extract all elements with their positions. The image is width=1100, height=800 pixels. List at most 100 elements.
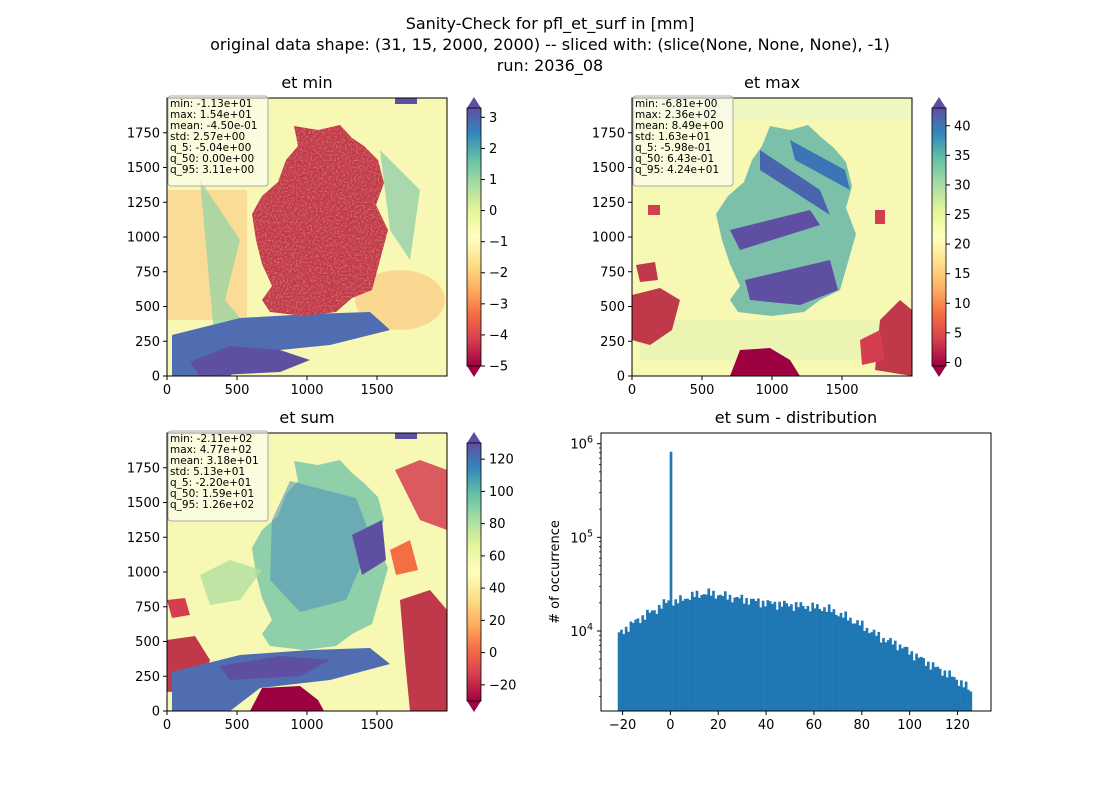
x-tick-label: 120: [945, 718, 970, 733]
histogram-bar: [969, 691, 973, 711]
histogram-bar: [825, 611, 829, 711]
x-tick-label: 0: [163, 718, 171, 733]
histogram-bar: [846, 620, 850, 711]
histogram-bar: [742, 603, 746, 711]
y-tick-label: 0: [152, 705, 160, 720]
histogram-bar: [853, 623, 857, 711]
histogram-bar: [676, 603, 680, 711]
histogram-bar: [903, 646, 907, 711]
histogram-bar: [617, 632, 621, 711]
histogram-bar: [912, 660, 916, 711]
colorbar-frame: [466, 107, 482, 367]
histogram-bar: [759, 607, 763, 711]
histogram-bar: [960, 680, 963, 711]
y-axis-label: # of occurrence: [548, 520, 563, 624]
histogram-bar: [690, 591, 694, 711]
panel-et-max: et max min: -6.81e+00 max: 2.36e+02 mean…: [592, 73, 971, 398]
plot-frame: [600, 432, 992, 712]
colorbar-tick-label: 15: [954, 267, 971, 282]
y-tick-label: 1500: [592, 161, 625, 176]
colorbar-tick-label: 80: [489, 517, 506, 532]
histogram-bar: [653, 610, 656, 711]
histogram-bar: [860, 620, 864, 711]
histogram-bar: [622, 634, 626, 711]
stat-max: max: 2.36e+02: [635, 109, 717, 121]
y-tick-label: 1250: [592, 196, 625, 211]
histogram-bar: [646, 609, 649, 711]
histogram-bar: [716, 595, 720, 711]
colorbar-tick-label: 2: [489, 142, 497, 157]
y-tick-label: 105: [570, 528, 593, 546]
stat-q95: q_95: 1.26e+02: [170, 499, 254, 511]
histogram-bar: [731, 602, 734, 711]
y-tick-label: 1500: [127, 161, 160, 176]
x-tick-label: 40: [758, 718, 775, 733]
histogram-bar: [749, 598, 753, 711]
histogram-bar: [820, 610, 824, 711]
histogram-bar: [719, 594, 722, 711]
x-tick-label: 500: [690, 383, 715, 398]
histogram-bar: [884, 642, 888, 711]
stat-q50: q_50: 1.59e+01: [170, 488, 254, 500]
stats-box: min: -2.11e+02 max: 4.77e+02 mean: 3.18e…: [167, 430, 269, 522]
y-tick-label: 1000: [127, 566, 160, 581]
histogram-bar: [886, 640, 890, 711]
colorbar-tick-label: 100: [489, 485, 514, 500]
histogram-bar: [714, 598, 718, 711]
stat-q95: q_95: 4.24e+01: [635, 164, 719, 176]
histogram-bar: [655, 613, 659, 711]
colorbar: [467, 432, 481, 712]
histogram-bar: [693, 597, 696, 711]
histogram-bar: [797, 607, 800, 711]
histogram-bar: [924, 665, 928, 711]
histogram-bar: [875, 635, 878, 711]
histogram-bar: [851, 623, 855, 711]
colorbar-tick-label: −1: [489, 235, 508, 250]
histogram-bar: [898, 644, 902, 711]
stat-std: std: 1.63e+01: [635, 131, 710, 143]
stats-box: min: -6.81e+00 max: 2.36e+02 mean: 8.49e…: [632, 95, 734, 187]
stat-min: min: -1.13e+01: [170, 98, 252, 110]
histogram-bar: [780, 606, 784, 711]
colorbar-tick-label: 1: [489, 173, 497, 188]
histogram-bar: [787, 606, 791, 711]
colorbar-tick-label: −3: [489, 297, 508, 312]
x-tick-label: 60: [806, 718, 823, 733]
panel-title: et sum - distribution: [715, 408, 877, 427]
histogram-bar: [705, 594, 708, 711]
histogram-bar: [816, 604, 819, 711]
y-tick-label: 1500: [127, 496, 160, 511]
y-tick-label: 1000: [127, 231, 160, 246]
x-tick-label: 100: [897, 718, 922, 733]
histogram-bar: [757, 598, 760, 711]
histogram-bar: [764, 606, 767, 711]
stat-mean: mean: 3.18e+01: [170, 455, 259, 467]
histogram-bar: [709, 595, 713, 711]
colorbar-tick-label: 3: [489, 111, 497, 126]
colorbar-tick-label: 20: [954, 238, 971, 253]
histogram-bar: [934, 667, 937, 711]
colorbar-tick-label: 0: [954, 356, 962, 371]
histogram-bar: [688, 599, 692, 711]
histogram-bar: [695, 590, 699, 711]
histogram-bar: [766, 600, 770, 711]
panel-title: et min: [281, 73, 332, 92]
histogram-bar: [858, 625, 862, 711]
histogram-bar: [771, 603, 774, 711]
histogram-bar: [837, 616, 840, 711]
histogram-bar: [955, 679, 958, 711]
stat-q5: q_5: -5.98e-01: [635, 142, 711, 154]
histogram-bar: [891, 644, 895, 711]
histogram-bar: [650, 610, 654, 711]
colorbar: [467, 97, 481, 377]
panel-et-min: et min min: -1.13e+01 max: 1.54e+01 mean…: [127, 73, 508, 398]
x-tick-label: 1500: [825, 383, 858, 398]
histogram-bar: [752, 598, 755, 711]
colorbar-tick-label: 40: [954, 119, 971, 134]
histogram-bar: [917, 657, 921, 711]
y-tick-label: 750: [600, 265, 625, 280]
y-tick-label: 750: [135, 600, 160, 615]
colorbar-tick-label: 0: [489, 646, 497, 661]
histogram-bar: [773, 601, 777, 711]
